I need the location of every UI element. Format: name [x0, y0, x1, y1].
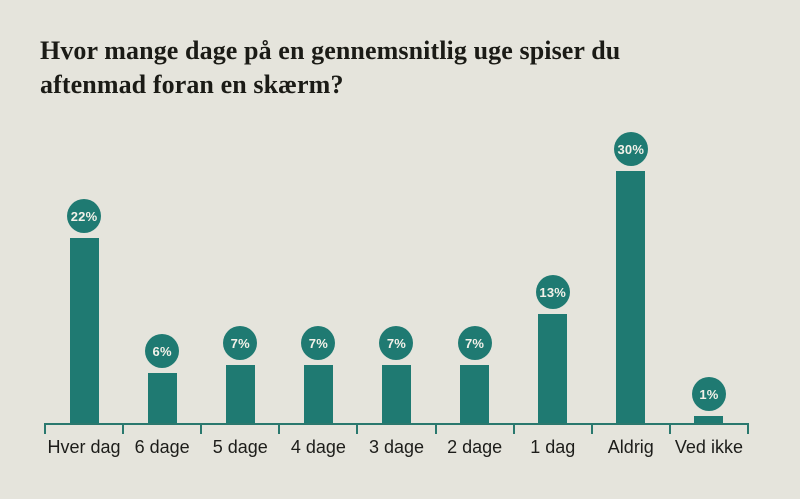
- value-bubble: 30%: [613, 132, 648, 166]
- bar-group: 7% 2 dage: [436, 120, 514, 457]
- category-label: Aldrig: [607, 437, 654, 457]
- category-label: Ved ikke: [674, 437, 743, 457]
- bar-group: 13% 1 dag: [514, 120, 592, 457]
- category-label: 3 dage: [368, 437, 425, 457]
- bar: [381, 365, 411, 424]
- bar: [694, 416, 724, 424]
- value-bubble: 7%: [223, 326, 258, 360]
- value-bubble: 7%: [379, 326, 414, 360]
- bar-group: 1% Ved ikke: [670, 120, 748, 457]
- bar-group: 6% 6 dage: [123, 120, 201, 457]
- bar-chart: 22% Hver dag 6% 6 dage 7% 5 dage 7% 4 dage 7% 3 d…: [44, 120, 749, 457]
- chart-title: Hvor mange dage på en gennemsnitlig uge …: [40, 34, 700, 102]
- x-axis-tick: [513, 425, 515, 434]
- bar: [225, 365, 255, 424]
- x-axis-tick: [591, 425, 593, 434]
- bar: [616, 171, 646, 424]
- value-bubble: 7%: [457, 326, 492, 360]
- x-axis-tick: [669, 425, 671, 434]
- category-label: 5 dage: [212, 437, 268, 457]
- bar-group: 30% Aldrig: [592, 120, 670, 457]
- bar: [303, 365, 333, 424]
- x-axis-tick: [122, 425, 124, 434]
- bar: [460, 365, 490, 424]
- value-bubble: 6%: [145, 334, 180, 368]
- bar: [69, 238, 99, 424]
- value-bubble: 1%: [691, 377, 726, 411]
- chart-title-line-2: aftenmad foran en skærm?: [40, 70, 344, 99]
- x-axis-line: [44, 423, 749, 425]
- category-label: 1 dag: [530, 437, 576, 457]
- value-bubble: 22%: [67, 199, 102, 233]
- value-bubble: 7%: [301, 326, 336, 360]
- x-axis-tick: [278, 425, 280, 434]
- category-label: 6 dage: [134, 437, 190, 457]
- bar-group: 7% 3 dage: [357, 120, 435, 457]
- bar-group: 7% 5 dage: [201, 120, 279, 457]
- x-axis-tick: [435, 425, 437, 434]
- bar: [147, 373, 177, 424]
- category-label: 4 dage: [290, 437, 346, 457]
- bar-group: 22% Hver dag: [45, 120, 123, 457]
- bar-group: 7% 4 dage: [279, 120, 357, 457]
- x-axis-tick: [44, 425, 46, 434]
- x-axis-tick: [356, 425, 358, 434]
- category-label: 2 dage: [447, 437, 503, 457]
- value-bubble: 13%: [535, 275, 570, 309]
- bar: [538, 314, 568, 424]
- x-axis-tick: [747, 425, 749, 434]
- x-axis-tick: [200, 425, 202, 434]
- category-label: Hver dag: [47, 437, 121, 457]
- chart-title-line-1: Hvor mange dage på en gennemsnitlig uge …: [40, 36, 621, 65]
- bars-container: 22% Hver dag 6% 6 dage 7% 5 dage 7% 4 dage 7% 3 d…: [45, 120, 748, 457]
